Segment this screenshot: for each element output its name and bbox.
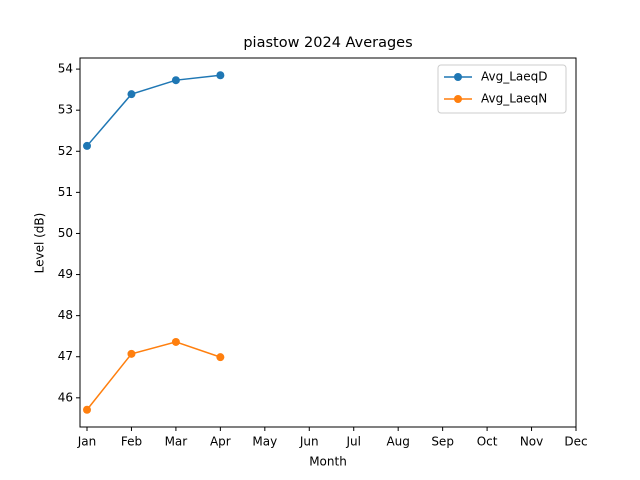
point [171, 337, 180, 346]
point [83, 405, 91, 414]
legend-label: Avg_LaeqN [481, 92, 547, 106]
y-tick-label: 49 [58, 267, 73, 281]
point [216, 353, 225, 362]
x-tick-label: May [252, 435, 277, 449]
x-tick-label: Jun [299, 435, 319, 449]
y-tick-label: 47 [58, 349, 73, 363]
y-tick-label: 51 [58, 185, 73, 199]
y-tick-label: 48 [58, 308, 73, 322]
x-tick-label: Dec [564, 435, 587, 449]
point [171, 76, 180, 85]
y-axis-label: Level (dB) [33, 213, 47, 274]
legend-marker [454, 95, 462, 103]
point [127, 90, 136, 99]
x-tick-label: Apr [210, 435, 231, 449]
x-tick-label: Oct [477, 435, 498, 449]
point [216, 71, 225, 80]
y-tick-label: 52 [58, 144, 73, 158]
x-tick-label: Jan [77, 435, 97, 449]
point [127, 349, 136, 358]
y-tick-label: 50 [58, 226, 73, 240]
y-tick-label: 54 [58, 62, 73, 76]
legend-label: Avg_LaeqD [481, 70, 548, 84]
x-tick-label: Sep [431, 435, 454, 449]
legend-marker [454, 73, 462, 81]
y-tick-label: 53 [58, 103, 73, 117]
x-tick-label: Jul [345, 435, 360, 449]
series-line [86, 74, 221, 147]
x-tick-label: Feb [121, 435, 142, 449]
series-line [86, 341, 221, 411]
x-tick-label: Mar [165, 435, 188, 449]
plot-frame [79, 57, 577, 428]
x-tick-label: Aug [386, 435, 409, 449]
x-axis-label: Month [309, 455, 347, 469]
y-tick-label: 46 [58, 390, 73, 404]
point [83, 141, 91, 150]
x-tick-label: Nov [520, 435, 543, 449]
chart-title: piastow 2024 Averages [243, 35, 412, 51]
